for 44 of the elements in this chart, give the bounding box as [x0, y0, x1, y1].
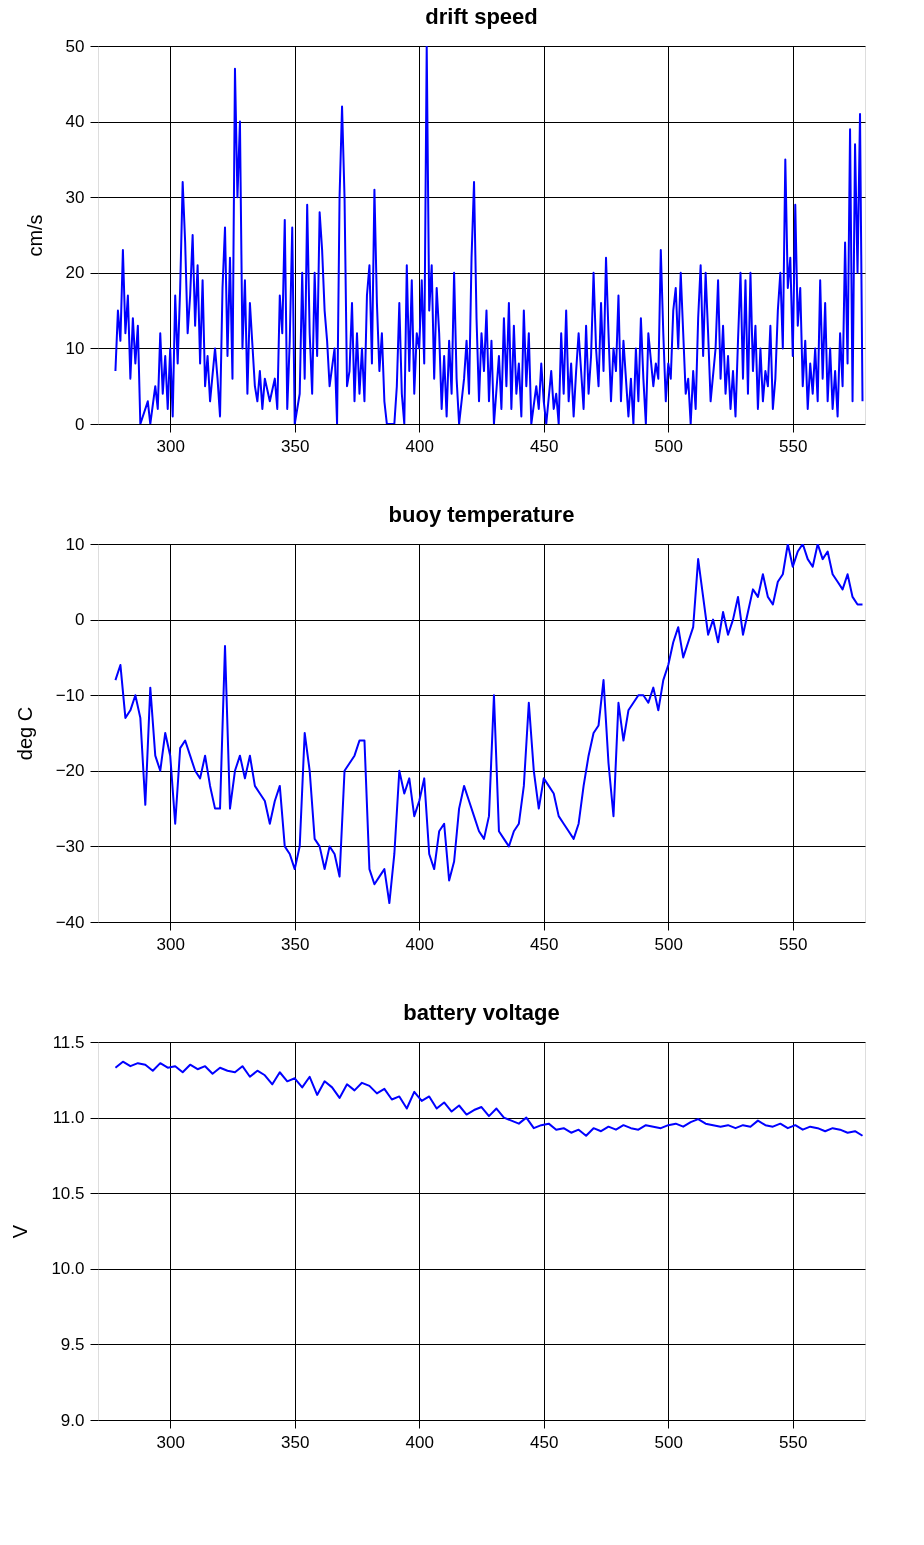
- y-tick-label: 9.5: [60, 1334, 85, 1354]
- x-tick-label: 350: [281, 436, 310, 456]
- x-tick-label: 550: [779, 436, 808, 456]
- y-tick-label: 10.5: [51, 1183, 85, 1203]
- x-tick-label: 500: [654, 436, 683, 456]
- x-tick-label: 400: [405, 436, 434, 456]
- chart-title: battery voltage: [403, 1000, 560, 1025]
- y-tick-label: 30: [65, 187, 85, 207]
- x-tick-label: 300: [156, 436, 185, 456]
- x-tick-label: 450: [530, 1432, 559, 1452]
- y-tick-label: −40: [55, 912, 85, 932]
- x-tick-label: 550: [779, 1432, 808, 1452]
- line-series: [114, 1060, 864, 1137]
- y-tick-label: 10.0: [51, 1259, 85, 1279]
- y-tick-label: 0: [75, 610, 85, 630]
- y-tick-label: −20: [55, 761, 85, 781]
- x-tick-label: 500: [654, 1432, 683, 1452]
- y-tick-label: 20: [65, 263, 85, 283]
- x-tick-label: 500: [654, 934, 683, 954]
- y-tick-label: 10: [65, 534, 85, 554]
- x-tick-label: 450: [530, 436, 559, 456]
- y-tick-label: 9.0: [60, 1410, 85, 1430]
- x-tick-label: 450: [530, 934, 559, 954]
- chart-title: buoy temperature: [388, 502, 575, 527]
- y-tick-label: 0: [75, 414, 85, 434]
- y-tick-label: 11.0: [52, 1108, 85, 1128]
- y-axis-title: cm/s: [23, 214, 46, 257]
- x-tick-label: 400: [405, 1432, 434, 1452]
- line-series: [114, 544, 864, 905]
- y-axis-title: deg C: [13, 706, 36, 761]
- x-tick-label: 300: [156, 934, 185, 954]
- x-tick-label: 350: [281, 934, 310, 954]
- y-axis-title: V: [9, 1224, 32, 1239]
- y-tick-label: 50: [65, 36, 85, 56]
- x-tick-label: 550: [779, 934, 808, 954]
- y-tick-label: 40: [65, 112, 85, 132]
- y-tick-label: −30: [55, 836, 85, 856]
- y-tick-label: −10: [55, 685, 85, 705]
- chart-title: drift speed: [425, 4, 538, 29]
- x-tick-label: 400: [405, 934, 434, 954]
- y-tick-label: 10: [65, 338, 85, 358]
- x-tick-label: 300: [156, 1432, 185, 1452]
- y-tick-label: 11.5: [52, 1032, 85, 1052]
- x-tick-label: 350: [281, 1432, 310, 1452]
